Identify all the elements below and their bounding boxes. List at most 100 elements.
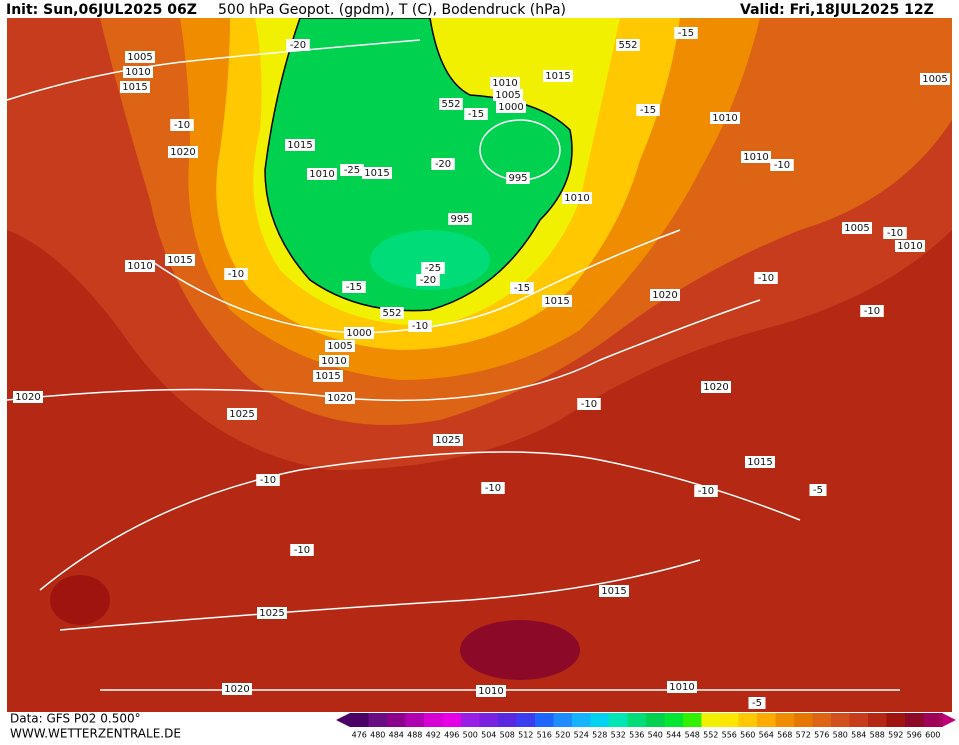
colorbar-label: 532 xyxy=(611,731,626,740)
label-box xyxy=(448,213,472,225)
label-box xyxy=(342,281,366,293)
contour-label: 1015 xyxy=(544,296,569,307)
colorbar-cell xyxy=(627,713,647,727)
label-box xyxy=(257,607,287,619)
label-box xyxy=(125,51,155,63)
contour-label: 1000 xyxy=(498,102,523,113)
label-box xyxy=(222,683,252,695)
valid-time: Valid: Fri,18JUL2025 12Z xyxy=(740,2,934,18)
colorbar-cell xyxy=(738,713,758,727)
colorbar-label: 504 xyxy=(481,731,496,740)
map-background xyxy=(7,17,952,712)
header-bar xyxy=(0,0,959,18)
colorbar-label: 560 xyxy=(740,731,755,740)
colorbar-label: 512 xyxy=(518,731,533,740)
contour-label: -10 xyxy=(887,228,903,239)
label-box xyxy=(770,159,794,171)
colorbar-label: 548 xyxy=(685,731,700,740)
contour-label: -10 xyxy=(485,483,501,494)
colorbar-label: 592 xyxy=(888,731,903,740)
colorbar-arrow-left xyxy=(336,713,350,727)
label-box xyxy=(710,112,740,124)
contour-label: 1010 xyxy=(897,241,922,252)
colorbar-label: 516 xyxy=(537,731,552,740)
label-box xyxy=(319,355,349,367)
contour-label: -15 xyxy=(678,28,694,39)
contour-label: 1015 xyxy=(287,140,312,151)
colorbar-cell xyxy=(775,713,795,727)
label-box xyxy=(860,305,884,317)
contour-label: -15 xyxy=(640,105,656,116)
label-box xyxy=(340,164,364,176)
contour-label: 552 xyxy=(382,308,401,319)
label-box xyxy=(667,681,697,693)
contour-label: 1010 xyxy=(321,356,346,367)
colorbar-label: 588 xyxy=(870,731,885,740)
label-box xyxy=(344,327,374,339)
colorbar-label: 572 xyxy=(796,731,811,740)
colorbar-cell xyxy=(720,713,739,727)
contour-label: 1015 xyxy=(545,71,570,82)
contour-label: 1005 xyxy=(922,74,947,85)
contour-label: 1010 xyxy=(127,261,152,272)
contour-label: -20 xyxy=(420,275,436,286)
init-time: Init: Sun,06JUL2025 06Z xyxy=(6,2,197,18)
label-box xyxy=(13,391,43,403)
label-box xyxy=(754,272,778,284)
colorbar-cell xyxy=(590,713,610,727)
contour-label: -25 xyxy=(344,165,360,176)
contour-label: -15 xyxy=(514,283,530,294)
label-box xyxy=(123,66,153,78)
contour-label: -20 xyxy=(435,159,451,170)
contour-label: 1010 xyxy=(712,113,737,124)
colorbar-label: 556 xyxy=(722,731,737,740)
label-box xyxy=(510,282,534,294)
colorbar-cell xyxy=(831,713,850,727)
label-box xyxy=(543,70,573,82)
contour-label: 1015 xyxy=(315,371,340,382)
contour-label: 1005 xyxy=(495,90,520,101)
colorbar-label: 552 xyxy=(703,731,718,740)
label-box xyxy=(224,268,248,280)
contour-label: -10 xyxy=(412,321,428,332)
colorbar-cell xyxy=(535,713,554,727)
contour-label: -20 xyxy=(290,40,306,51)
colorbar-cell xyxy=(868,713,887,727)
contour-label: -10 xyxy=(228,269,244,280)
label-box xyxy=(256,474,280,486)
label-box xyxy=(701,381,731,393)
contour-label: -10 xyxy=(774,160,790,171)
label-box xyxy=(636,104,660,116)
colorbar-cell xyxy=(664,713,684,727)
colorbar-cell xyxy=(424,713,443,727)
label-box xyxy=(165,254,195,266)
label-box xyxy=(313,370,343,382)
label-box xyxy=(362,167,392,179)
label-box xyxy=(842,222,872,234)
contour-label: 1000 xyxy=(346,328,371,339)
contour-label: -15 xyxy=(468,109,484,120)
contour-label: -5 xyxy=(813,485,823,496)
colorbar-label: 596 xyxy=(907,731,922,740)
contour-label: -10 xyxy=(260,475,276,486)
colorbar-label: 476 xyxy=(352,731,367,740)
contour-label: 1020 xyxy=(327,393,352,404)
contour-label: 1010 xyxy=(492,78,517,89)
colorbar-label: 524 xyxy=(574,731,589,740)
colorbar-cell xyxy=(479,713,499,727)
colorbar-cell xyxy=(905,713,924,727)
contour-label: 1025 xyxy=(229,409,254,420)
label-box xyxy=(439,98,463,110)
label-box xyxy=(745,456,775,468)
colorbar-cell xyxy=(498,713,517,727)
colorbar-cell xyxy=(609,713,628,727)
label-box xyxy=(290,544,314,556)
contour-label: 1010 xyxy=(125,67,150,78)
colorbar-label: 488 xyxy=(407,731,422,740)
contour-label: 1020 xyxy=(170,147,195,158)
colorbar-cell xyxy=(849,713,869,727)
colorbar-label: 564 xyxy=(759,731,774,740)
label-box xyxy=(490,77,520,89)
contour-label: 1020 xyxy=(652,290,677,301)
label-box xyxy=(380,307,404,319)
